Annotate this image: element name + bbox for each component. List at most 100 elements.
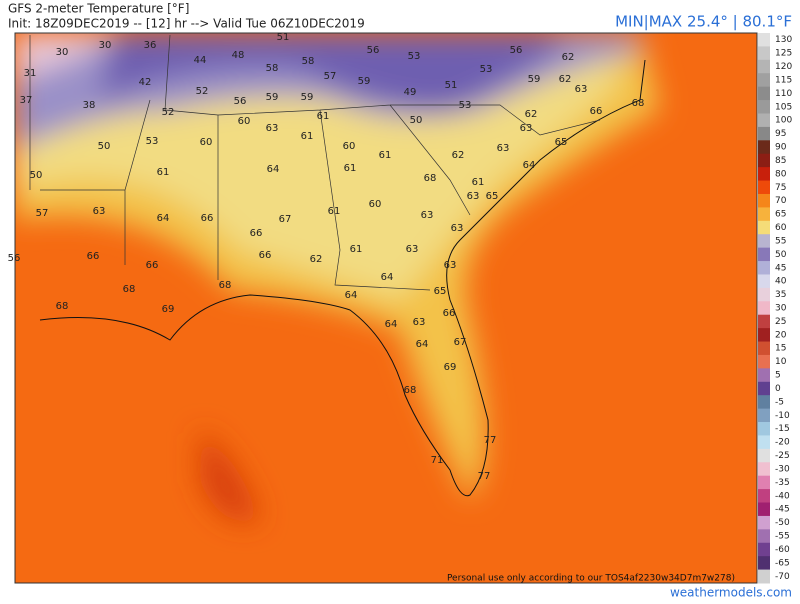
colorbar-swatch [758,247,770,262]
station-value: 60 [200,137,213,148]
station-value: 63 [520,123,533,134]
station-value: 59 [358,76,371,87]
colorbar-swatch [758,475,770,490]
station-value: 58 [266,63,279,74]
station-value: 42 [139,77,152,88]
station-value: 66 [201,213,214,224]
colorbar-label: 35 [775,290,786,300]
colorbar-swatch [758,287,770,302]
station-value: 60 [238,116,251,127]
colorbar-swatch [758,395,770,410]
colorbar-label: -50 [775,518,790,528]
colorbar-swatch [758,556,770,571]
station-value: 57 [36,208,49,219]
station-value: 53 [146,136,159,147]
station-value: 60 [343,141,356,152]
station-value: 64 [523,160,536,171]
colorbar-swatch [758,462,770,477]
notice: Personal use only according to our TOS4a… [447,574,735,584]
station-value: 67 [279,214,292,225]
colorbar-label: 30 [775,304,787,314]
colorbar-label: -55 [775,532,790,542]
colorbar-swatch [758,502,770,517]
station-value: 62 [559,74,572,85]
station-value: 51 [277,32,290,43]
station-value: 65 [434,286,447,297]
colorbar-swatch [758,341,770,356]
station-value: 59 [528,74,541,85]
colorbar-swatch [758,314,770,329]
colorbar-label: 25 [775,317,786,327]
station-value: 62 [452,150,465,161]
station-value: 50 [410,115,423,126]
station-value: 69 [162,304,175,315]
colorbar-swatch [758,33,770,47]
colorbar-label: 75 [775,183,786,193]
station-value: 59 [266,92,279,103]
station-value: 51 [445,80,458,91]
station-value: 62 [310,254,323,265]
station-value: 69 [444,362,457,373]
station-value: 66 [443,308,456,319]
station-value: 38 [83,100,96,111]
station-value: 56 [8,253,21,264]
station-value: 52 [162,107,175,118]
station-value: 65 [486,191,499,202]
colorbar-label: 80 [775,169,787,179]
station-value: 61 [301,131,314,142]
colorbar-swatch [758,274,770,289]
colorbar-label: 15 [775,344,786,354]
colorbar-label: -5 [775,397,784,407]
colorbar-swatch [758,180,770,195]
colorbar-label: 0 [775,384,781,394]
station-value: 61 [317,111,330,122]
station-value: 63 [444,260,457,271]
colorbar-label: 5 [775,371,781,381]
station-value: 68 [219,280,232,291]
station-value: 50 [98,141,111,152]
colorbar-swatch [758,167,770,182]
colorbar-swatch [758,46,770,61]
colorbar-label: 10 [775,357,787,367]
colorbar-swatch [758,261,770,275]
colorbar-swatch [758,354,770,369]
station-value: 64 [157,213,170,224]
station-value: 56 [367,45,380,56]
station-value: 61 [379,150,392,161]
station-value: 50 [30,170,43,181]
station-value: 66 [146,260,159,271]
colorbar-label: 20 [775,330,787,340]
colorbar-swatch [758,140,770,155]
station-value: 36 [144,40,157,51]
station-value: 66 [250,228,263,239]
station-value: 61 [472,177,485,188]
colorbar-swatch [758,100,770,114]
station-value: 65 [555,137,568,148]
station-value: 62 [562,52,575,63]
colorbar-label: 85 [775,156,786,166]
station-value: 60 [369,199,382,210]
station-value: 64 [416,339,429,350]
colorbar-label: 100 [775,116,792,126]
colorbar-label: 45 [775,263,786,273]
colorbar-label: 110 [775,89,792,99]
colorbar-swatch [758,153,770,168]
colorbar-label: 125 [775,49,792,59]
colorbar-label: 105 [775,102,792,112]
colorbar-label: 55 [775,236,786,246]
colorbar-label: -60 [775,545,790,555]
colorbar-swatch [758,59,770,74]
station-value: 63 [575,84,588,95]
station-value: 59 [301,92,314,103]
station-value: 68 [56,301,69,312]
station-value: 48 [232,50,245,61]
colorbar-swatch [758,301,770,316]
station-value: 66 [259,250,272,261]
station-value: 63 [266,123,279,134]
colorbar-label: 90 [775,143,787,153]
station-value: 77 [478,471,491,482]
station-value: 63 [421,210,434,221]
station-value: 61 [350,244,363,255]
colorbar-label: -10 [775,411,790,421]
colorbar-label: 95 [775,129,786,139]
